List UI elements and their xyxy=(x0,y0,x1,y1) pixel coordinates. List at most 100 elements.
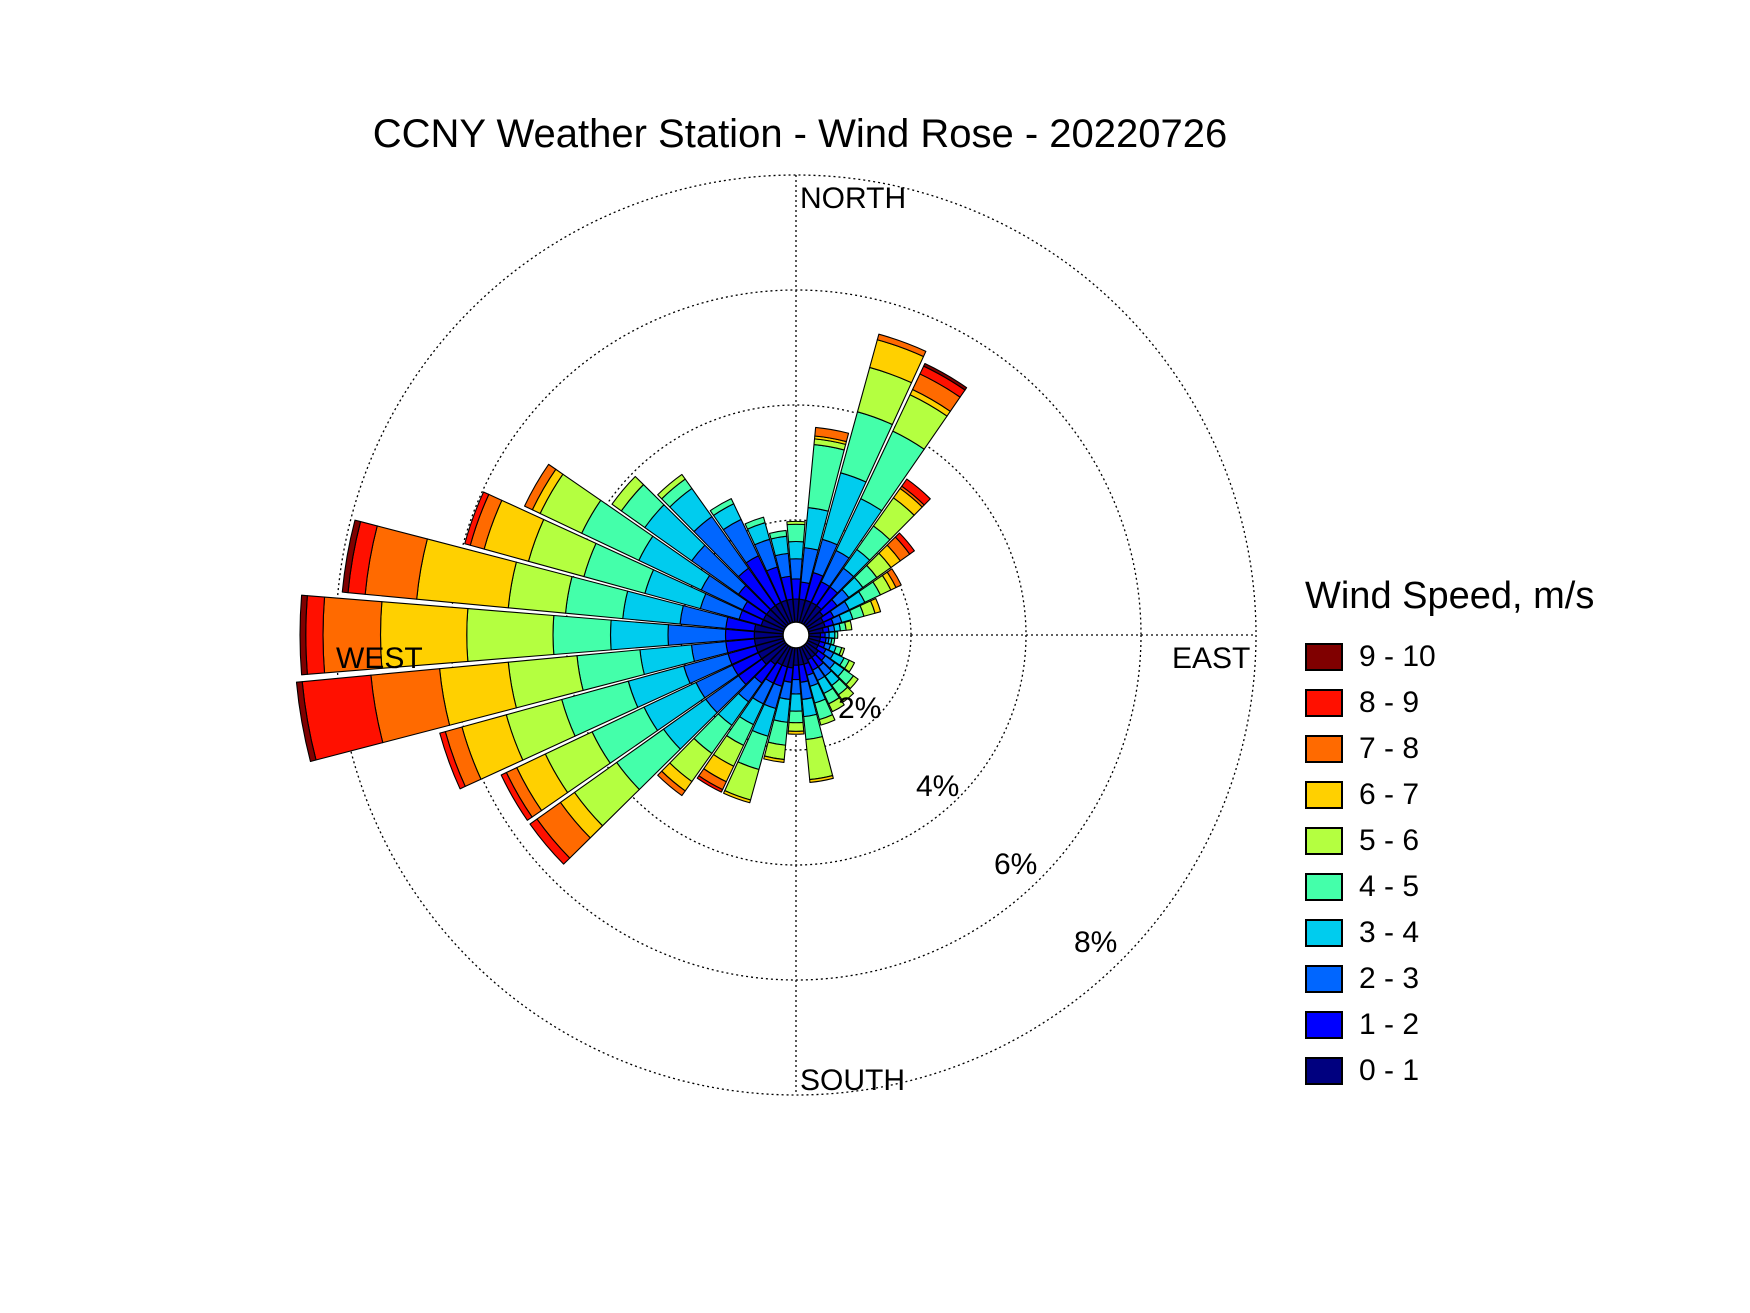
legend-swatch xyxy=(1305,919,1343,947)
legend-swatch xyxy=(1305,643,1343,671)
legend-label: 0 - 1 xyxy=(1359,1054,1420,1087)
rose-segment-10-bin-7 xyxy=(814,426,850,443)
legend-item: 6 - 7 xyxy=(1305,772,1594,818)
legend-item: 1 - 2 xyxy=(1305,1002,1594,1048)
legend-swatch xyxy=(1305,781,1343,809)
rose-segment-270-bin-4 xyxy=(552,614,612,656)
rose-segment-30-bin-9 xyxy=(923,362,968,391)
legend: Wind Speed, m/s 9 - 10 8 - 9 7 - 8 6 - 7 5 -… xyxy=(1305,575,1594,1094)
rose-segment-280-bin-9 xyxy=(341,519,362,594)
rose-segment-0-bin-2 xyxy=(789,558,803,580)
legend-swatch xyxy=(1305,965,1343,993)
legend-item: 9 - 10 xyxy=(1305,634,1594,680)
rose-segment-180-bin-4 xyxy=(788,710,804,724)
rose-segment-350-bin-4 xyxy=(768,529,788,540)
rose-segment-270-bin-8 xyxy=(305,595,326,675)
rose-segment-90-bin-3 xyxy=(828,631,836,639)
rose-segment-270-bin-5 xyxy=(466,608,555,662)
south-label: SOUTH xyxy=(800,1064,905,1097)
legend-swatch xyxy=(1305,735,1343,763)
radial-label-4: 4% xyxy=(916,770,959,803)
rose-segment-330-bin-4 xyxy=(709,498,735,516)
legend-swatch xyxy=(1305,873,1343,901)
legend-label: 7 - 8 xyxy=(1359,732,1420,765)
rose-segment-120-bin-5 xyxy=(844,659,856,673)
rose-segment-160-bin-5 xyxy=(818,714,836,726)
rose-segment-310-bin-5 xyxy=(611,475,644,512)
rose-segment-90-bin-2 xyxy=(824,631,830,639)
rose-segment-20-bin-7 xyxy=(876,333,927,358)
legend-label: 6 - 7 xyxy=(1359,778,1420,811)
legend-label: 3 - 4 xyxy=(1359,916,1420,949)
legend-item: 0 - 1 xyxy=(1305,1048,1594,1094)
rose-segment-0-bin-3 xyxy=(787,540,805,560)
rose-segment-180-bin-3 xyxy=(789,693,803,712)
rose-segment-170-bin-5 xyxy=(805,736,834,781)
legend-item: 5 - 6 xyxy=(1305,818,1594,864)
rose-segment-150-bin-5 xyxy=(828,697,845,713)
legend-item: 2 - 3 xyxy=(1305,956,1594,1002)
rose-segment-260-bin-8 xyxy=(301,674,384,761)
wind-rose-bars xyxy=(295,333,968,865)
rose-segment-320-bin-5 xyxy=(657,473,686,500)
north-label: NORTH xyxy=(800,182,906,215)
rose-segment-90-bin-1 xyxy=(819,632,826,638)
rose-segment-130-bin-5 xyxy=(845,675,859,690)
legend-item: 4 - 5 xyxy=(1305,864,1594,910)
west-label: WEST xyxy=(336,642,423,675)
rose-segment-0-bin-5 xyxy=(786,520,806,526)
rose-segment-220-bin-7 xyxy=(657,770,686,797)
rose-segment-270-bin-3 xyxy=(609,619,669,651)
chart-title: CCNY Weather Station - Wind Rose - 20220… xyxy=(372,112,1228,156)
rose-segment-250-bin-8 xyxy=(439,731,466,790)
rose-segment-80-bin-5 xyxy=(844,620,853,631)
legend-swatch xyxy=(1305,689,1343,717)
rose-segment-100-bin-4 xyxy=(830,637,836,646)
rose-segment-210-bin-8 xyxy=(696,775,724,793)
rose-segment-180-bin-5 xyxy=(787,721,805,732)
calm-center xyxy=(782,621,810,649)
legend-label: 8 - 9 xyxy=(1359,686,1420,719)
legend-label: 2 - 3 xyxy=(1359,962,1420,995)
legend-item: 8 - 9 xyxy=(1305,680,1594,726)
rose-segment-200-bin-6 xyxy=(723,790,752,804)
legend-swatch xyxy=(1305,827,1343,855)
rose-segment-260-bin-9 xyxy=(295,681,317,763)
rose-segment-340-bin-4 xyxy=(744,516,766,530)
radial-label-2: 2% xyxy=(838,692,881,725)
rose-segment-190-bin-6 xyxy=(763,755,785,763)
rose-segment-70-bin-6 xyxy=(870,597,882,614)
rose-segment-170-bin-6 xyxy=(809,775,834,784)
rose-segment-180-bin-2 xyxy=(790,678,802,695)
rose-segment-60-bin-7 xyxy=(886,568,902,589)
polar-labels: NORTH EAST SOUTH WEST 2% 4% 6% 8% xyxy=(336,182,1250,1097)
rose-segment-140-bin-5 xyxy=(837,686,855,703)
legend-item: 7 - 8 xyxy=(1305,726,1594,772)
wind-rose-plot: NORTH EAST SOUTH WEST 2% 4% 6% 8% xyxy=(295,174,1257,1097)
legend-label: 9 - 10 xyxy=(1359,640,1436,673)
legend-label: 5 - 6 xyxy=(1359,824,1420,857)
rose-segment-260-bin-7 xyxy=(370,668,451,744)
legend-swatch xyxy=(1305,1057,1343,1085)
legend-title: Wind Speed, m/s xyxy=(1305,575,1595,617)
radial-label-6: 6% xyxy=(994,848,1037,881)
radial-label-8: 8% xyxy=(1074,926,1117,959)
rose-segment-40-bin-8 xyxy=(901,478,931,506)
rose-segment-270-bin-9 xyxy=(299,594,308,676)
rose-segment-110-bin-5 xyxy=(838,647,846,657)
rose-segment-290-bin-8 xyxy=(464,491,490,546)
rose-segment-0-bin-4 xyxy=(786,523,806,543)
legend-item: 3 - 4 xyxy=(1305,910,1594,956)
rose-segment-300-bin-7 xyxy=(523,463,557,511)
rose-segment-90-bin-4 xyxy=(834,631,839,639)
rose-segment-240-bin-8 xyxy=(500,771,533,821)
rose-segment-230-bin-8 xyxy=(529,818,571,865)
grid-ring-8 xyxy=(335,174,1257,1096)
east-label: EAST xyxy=(1172,642,1250,675)
rose-segment-50-bin-8 xyxy=(894,532,915,555)
legend-swatch xyxy=(1305,1011,1343,1039)
legend-label: 1 - 2 xyxy=(1359,1008,1420,1041)
legend-label: 4 - 5 xyxy=(1359,870,1420,903)
rose-segment-180-bin-6 xyxy=(787,730,805,735)
legend-items: 9 - 10 8 - 9 7 - 8 6 - 7 5 - 6 4 - 5 3 - 4 2 - … xyxy=(1305,634,1594,1094)
